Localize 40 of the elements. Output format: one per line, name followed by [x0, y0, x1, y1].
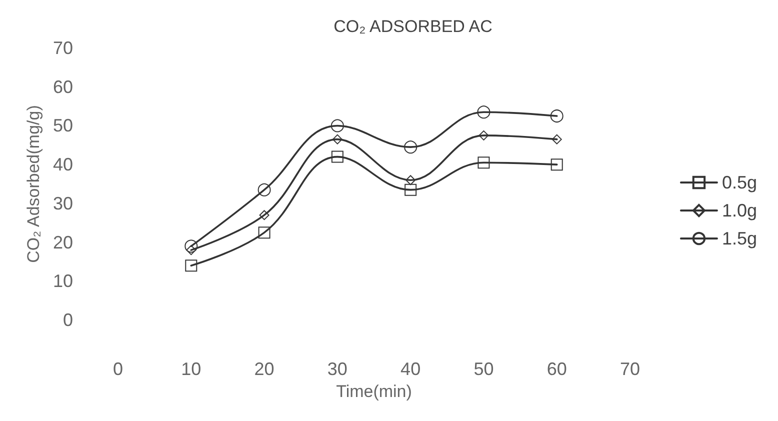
point — [258, 226, 270, 239]
x-axis-title: Time(min) — [336, 382, 412, 401]
x-tick-label: 0 — [112, 359, 124, 379]
point — [478, 130, 489, 140]
point — [259, 210, 270, 220]
point — [185, 260, 198, 272]
point — [331, 150, 344, 163]
x-tick-label: 60 — [546, 359, 567, 379]
x-tick-label: 40 — [400, 359, 421, 379]
point — [332, 134, 342, 144]
point — [404, 140, 418, 154]
x-tick-label: 20 — [254, 359, 274, 379]
y-tick-label: 60 — [52, 76, 73, 97]
point — [478, 156, 490, 169]
x-tick-label: 30 — [327, 359, 348, 379]
point — [404, 184, 417, 196]
legend-label: 0.5g — [722, 172, 758, 192]
x-tick-label: 70 — [620, 359, 640, 379]
y-tick-label: 10 — [52, 271, 73, 292]
point — [258, 183, 271, 196]
y-tick-label: 70 — [52, 38, 73, 58]
y-tick-label: 0 — [62, 310, 73, 330]
point — [330, 119, 344, 132]
y-tick-label: 30 — [52, 193, 73, 214]
point — [550, 110, 564, 122]
x-tick-label: 10 — [181, 359, 202, 379]
x-tick-label: 50 — [474, 359, 494, 379]
point — [550, 158, 563, 171]
legend-label: 1.0g — [722, 200, 758, 220]
point — [552, 134, 562, 144]
y-axis-title: CO₂ Adsorbed(mg/g) — [24, 105, 44, 263]
point — [184, 240, 198, 253]
point — [406, 175, 416, 186]
y-tick-label: 50 — [52, 116, 73, 136]
y-tick-label: 40 — [52, 154, 73, 175]
point — [477, 106, 490, 119]
point — [186, 245, 196, 256]
chart-title: CO₂ ADSORBED AC — [334, 17, 492, 36]
legend-label: 1.5g — [722, 228, 758, 248]
y-tick-label: 20 — [52, 232, 73, 252]
